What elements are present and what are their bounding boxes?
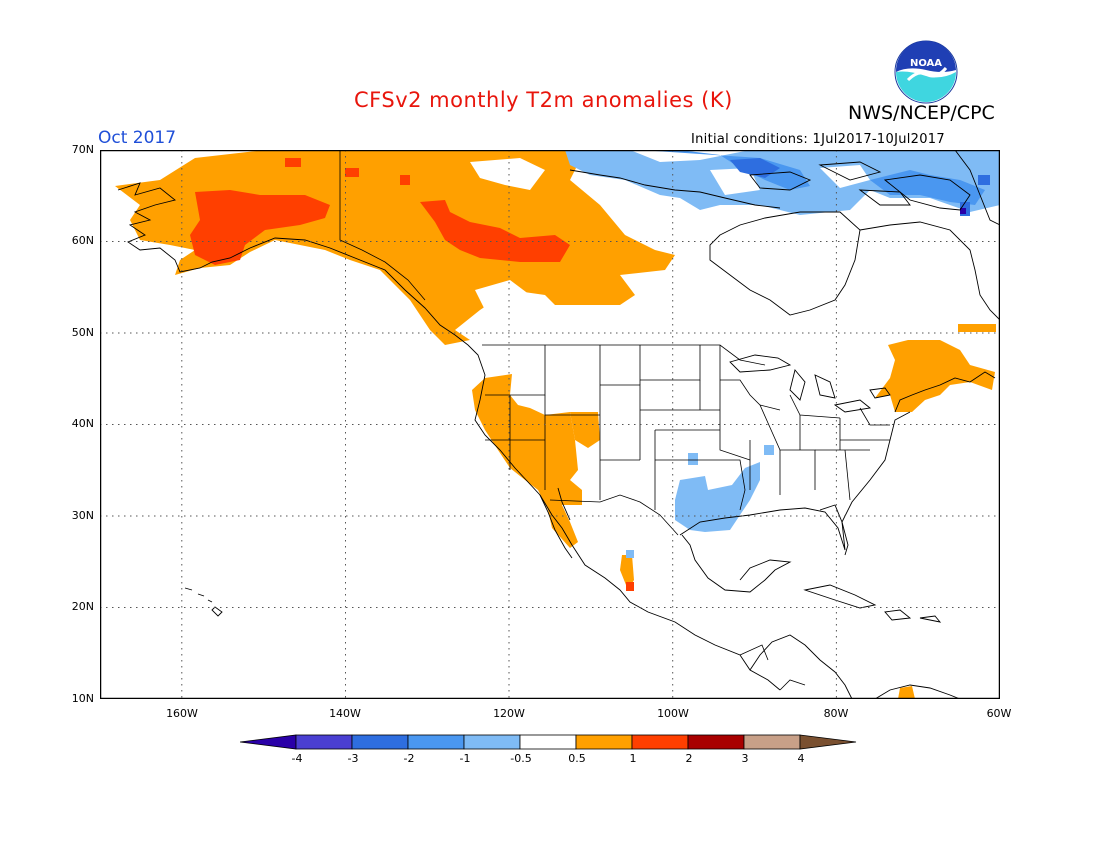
valid-month: Oct 2017 xyxy=(98,128,177,148)
anomaly-fill xyxy=(115,150,1000,699)
anomaly-region-central-alaska xyxy=(190,190,330,265)
colorbar-arrow-low xyxy=(240,734,297,750)
colorbar-label: 1 xyxy=(629,752,637,765)
lon-label: 80W xyxy=(823,707,849,720)
lon-label: 140W xyxy=(329,707,361,720)
colorbar-swatch xyxy=(575,734,633,750)
anomaly-region-northeast-us-maritimes xyxy=(875,340,995,412)
lon-label: 120W xyxy=(493,707,525,720)
colorbar-label: 0.5 xyxy=(568,752,586,765)
colorbar-label: -3 xyxy=(347,752,359,765)
chart-title: CFSv2 monthly T2m anomalies (K) xyxy=(354,88,733,112)
anomaly-region-south-central-us xyxy=(675,462,760,532)
colorbar-label: -0.5 xyxy=(510,752,532,765)
anomaly-region-northwest-territories xyxy=(420,200,570,262)
coastlines xyxy=(117,150,1000,699)
lon-label: 100W xyxy=(657,707,689,720)
lat-label: 30N xyxy=(71,509,94,522)
colorbar-label: 2 xyxy=(685,752,693,765)
colorbar-arrow-high xyxy=(799,734,857,750)
colorbar-swatch xyxy=(463,734,521,750)
lon-label: 60W xyxy=(986,707,1012,720)
colorbar-label: -1 xyxy=(459,752,471,765)
colorbar-swatch xyxy=(631,734,689,750)
colorbar-swatch xyxy=(351,734,409,750)
noaa-logo-icon: NOAA xyxy=(894,40,958,104)
colorbar-swatch xyxy=(743,734,801,750)
lat-label: 10N xyxy=(71,692,94,705)
colorbar-swatch xyxy=(687,734,745,750)
lat-label: 20N xyxy=(71,600,94,613)
graticule xyxy=(100,150,1000,699)
lat-label: 60N xyxy=(71,234,94,247)
colorbar-swatch xyxy=(295,734,353,750)
colorbar-label: 4 xyxy=(797,752,805,765)
lat-label: 50N xyxy=(71,326,94,339)
colorbar-label: -4 xyxy=(291,752,303,765)
colorbar xyxy=(240,734,857,750)
lon-label: 160W xyxy=(166,707,198,720)
anomaly-region-us-southwest xyxy=(472,374,582,548)
anomaly-map xyxy=(100,150,1000,699)
initial-conditions: Initial conditions: 1Jul2017-10Jul2017 xyxy=(691,132,945,147)
anomaly-region-baffin xyxy=(640,150,810,190)
colorbar-swatch xyxy=(407,734,465,750)
agency-label: NWS/NCEP/CPC xyxy=(848,102,995,124)
colorbar-swatch xyxy=(519,734,577,750)
political-borders xyxy=(339,150,890,691)
colorbar-label: -2 xyxy=(403,752,415,765)
lat-label: 70N xyxy=(71,143,94,156)
lat-label: 40N xyxy=(71,417,94,430)
colorbar-label: 3 xyxy=(741,752,749,765)
logo-text: NOAA xyxy=(910,58,942,69)
